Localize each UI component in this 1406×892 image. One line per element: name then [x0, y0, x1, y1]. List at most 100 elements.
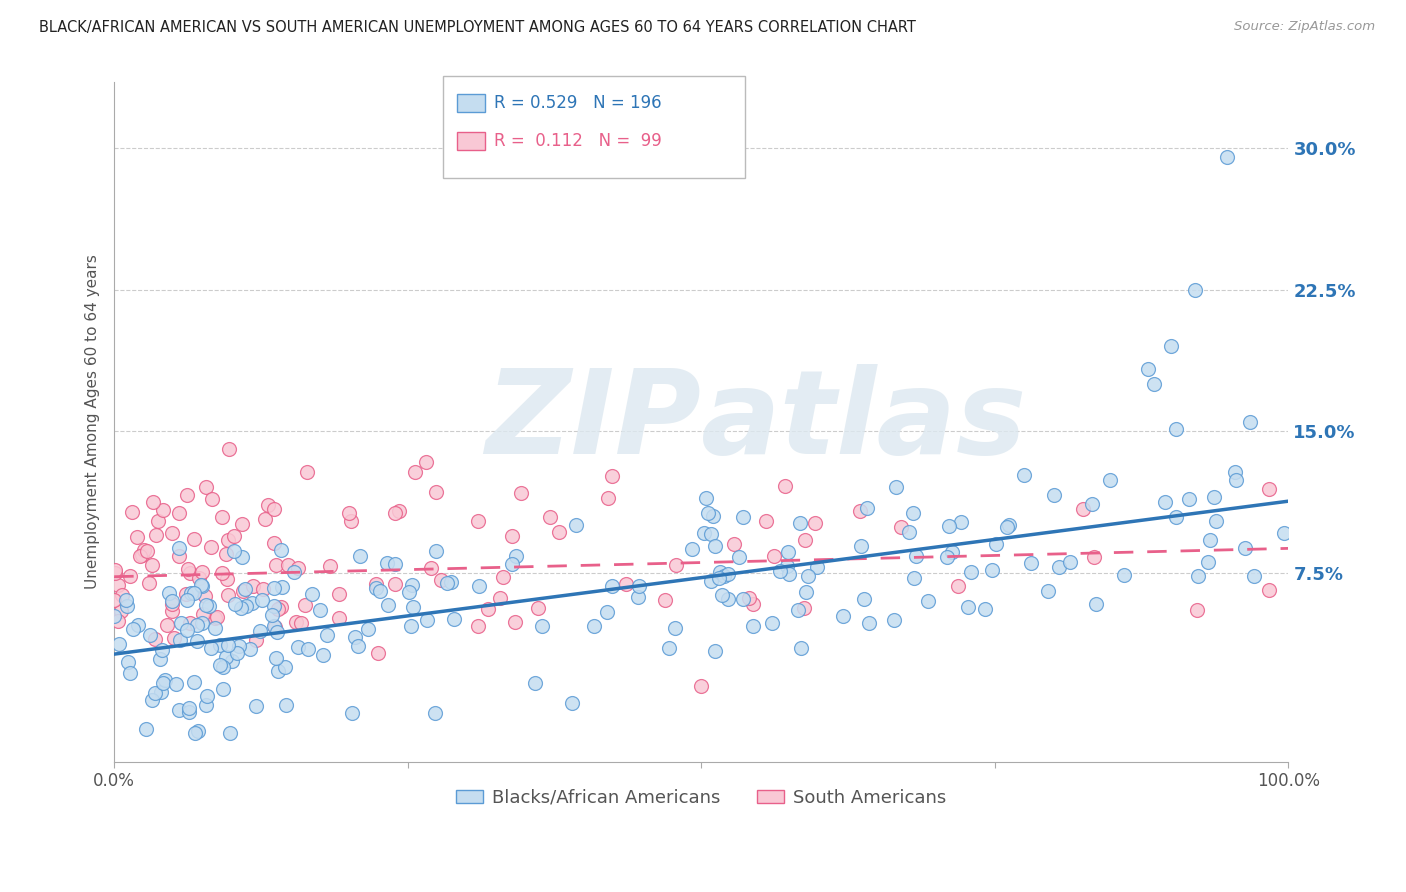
Point	[416, 613, 439, 627]
Point	[848, 504, 870, 518]
Point	[1239, 415, 1261, 429]
Point	[1243, 569, 1265, 583]
Point	[114, 593, 136, 607]
Point	[627, 579, 650, 593]
Legend: Blacks/African Americans, South Americans: Blacks/African Americans, South American…	[449, 781, 953, 814]
Point	[1234, 541, 1257, 555]
Point	[217, 588, 239, 602]
Point	[769, 564, 792, 578]
Point	[505, 549, 527, 563]
Point	[301, 586, 323, 600]
Point	[263, 619, 285, 633]
Point	[233, 582, 256, 597]
Point	[1205, 514, 1227, 528]
Point	[700, 574, 723, 589]
Point	[789, 641, 811, 656]
Point	[128, 549, 150, 563]
Point	[429, 573, 451, 587]
Point	[1112, 567, 1135, 582]
Point	[501, 529, 523, 543]
Point	[377, 598, 399, 612]
Point	[266, 624, 288, 639]
Point	[328, 587, 350, 601]
Point	[183, 585, 205, 599]
Point	[793, 533, 815, 548]
Point	[1047, 560, 1070, 574]
Point	[695, 491, 717, 505]
Point	[174, 586, 197, 600]
Point	[294, 598, 316, 612]
Point	[208, 657, 231, 672]
Point	[228, 639, 250, 653]
Point	[103, 608, 125, 623]
Point	[402, 599, 425, 614]
Point	[162, 632, 184, 646]
Point	[183, 532, 205, 546]
Point	[245, 633, 267, 648]
Point	[225, 646, 247, 660]
Point	[1225, 473, 1247, 487]
Point	[316, 628, 339, 642]
Point	[415, 454, 437, 468]
Point	[561, 697, 583, 711]
Point	[104, 564, 127, 578]
Point	[231, 517, 253, 532]
Point	[883, 614, 905, 628]
Point	[565, 518, 588, 533]
Point	[425, 485, 447, 500]
Point	[107, 578, 129, 592]
Point	[793, 601, 815, 615]
Point	[191, 616, 214, 631]
Point	[367, 646, 389, 660]
Point	[1099, 473, 1122, 487]
Point	[704, 644, 727, 658]
Point	[700, 526, 723, 541]
Point	[776, 545, 799, 559]
Point	[131, 548, 153, 562]
Point	[205, 610, 228, 624]
Point	[583, 619, 606, 633]
Point	[704, 539, 727, 553]
Point	[855, 500, 877, 515]
Point	[127, 617, 149, 632]
Point	[1202, 490, 1225, 504]
Point	[956, 599, 979, 614]
Point	[150, 685, 173, 699]
Point	[143, 632, 166, 646]
Point	[404, 466, 426, 480]
Point	[364, 577, 387, 591]
Point	[384, 576, 406, 591]
Point	[242, 579, 264, 593]
Point	[440, 575, 463, 590]
Point	[524, 675, 547, 690]
Point	[738, 591, 761, 605]
Point	[1081, 497, 1104, 511]
Point	[425, 544, 447, 558]
Point	[127, 530, 149, 544]
Point	[135, 723, 157, 737]
Point	[167, 549, 190, 563]
Point	[681, 542, 703, 557]
Point	[134, 543, 156, 558]
Point	[526, 601, 548, 615]
Point	[215, 649, 238, 664]
Point	[141, 558, 163, 572]
Point	[530, 619, 553, 633]
Point	[974, 601, 997, 615]
Point	[176, 487, 198, 501]
Point	[654, 593, 676, 607]
Point	[898, 525, 921, 540]
Point	[167, 703, 190, 717]
Point	[111, 588, 134, 602]
Point	[399, 619, 422, 633]
Point	[159, 586, 181, 600]
Point	[187, 723, 209, 738]
Point	[794, 584, 817, 599]
Point	[938, 518, 960, 533]
Point	[1187, 603, 1209, 617]
Point	[1178, 492, 1201, 507]
Point	[509, 485, 531, 500]
Point	[658, 640, 681, 655]
Point	[231, 549, 253, 564]
Point	[946, 579, 969, 593]
